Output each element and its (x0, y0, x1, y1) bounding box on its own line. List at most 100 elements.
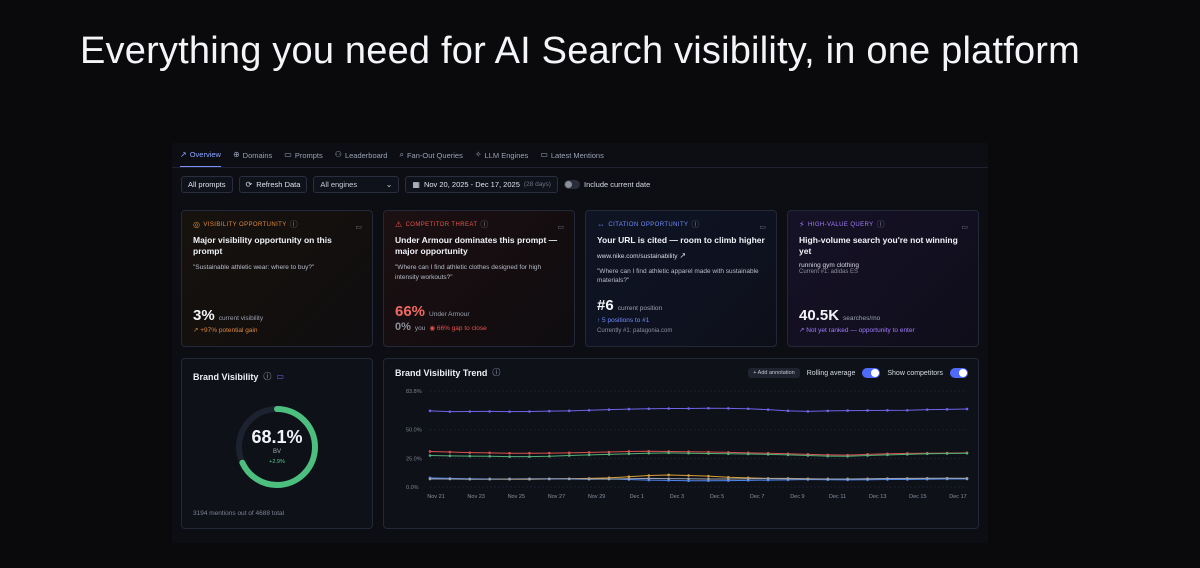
data-point[interactable] (826, 409, 830, 413)
tab-domains[interactable]: ⊕ Domains (233, 143, 272, 167)
data-point[interactable] (627, 450, 631, 453)
data-point[interactable] (607, 408, 611, 411)
data-point[interactable] (488, 477, 491, 481)
data-point[interactable] (508, 410, 511, 413)
series-line-2[interactable] (429, 452, 968, 458)
data-point[interactable] (846, 454, 849, 458)
data-point[interactable] (647, 477, 651, 480)
data-point[interactable] (806, 454, 810, 457)
data-point[interactable] (488, 410, 491, 413)
data-point[interactable] (468, 477, 472, 481)
data-point[interactable] (687, 477, 690, 481)
data-point[interactable] (627, 477, 631, 481)
video-icon[interactable]: ▭ (557, 224, 564, 231)
data-point[interactable] (607, 453, 611, 456)
data-point[interactable] (766, 408, 770, 411)
data-point[interactable] (548, 477, 551, 481)
data-point[interactable] (687, 407, 690, 410)
data-point[interactable] (428, 454, 432, 457)
video-icon[interactable]: ▭ (961, 224, 968, 231)
data-point[interactable] (906, 453, 909, 456)
data-point[interactable] (786, 453, 790, 457)
include-current-toggle[interactable] (563, 180, 580, 189)
data-point[interactable] (428, 477, 432, 481)
data-point[interactable] (945, 476, 949, 480)
data-point[interactable] (428, 450, 432, 453)
data-point[interactable] (925, 452, 929, 456)
data-point[interactable] (667, 477, 670, 480)
tab-overview[interactable]: ↗ Overview (180, 143, 221, 167)
data-point[interactable] (548, 409, 551, 413)
data-point[interactable] (707, 406, 710, 410)
data-point[interactable] (866, 409, 869, 412)
engines-select[interactable]: All engines ⌄ (313, 176, 400, 193)
data-point[interactable] (647, 451, 651, 455)
data-point[interactable] (587, 477, 591, 481)
data-point[interactable] (448, 410, 452, 413)
data-point[interactable] (727, 452, 730, 456)
data-point[interactable] (528, 455, 531, 458)
data-point[interactable] (766, 477, 770, 480)
visibility-opportunity-card[interactable]: ◎ VISIBILITY OPPORTUNITY ⓘ ▭ Major visibil… (181, 210, 373, 347)
data-point[interactable] (607, 477, 611, 481)
data-point[interactable] (667, 407, 670, 410)
data-point[interactable] (567, 409, 571, 413)
series-line-5[interactable] (430, 477, 968, 480)
data-point[interactable] (647, 407, 651, 411)
video-icon[interactable]: ▭ (276, 372, 284, 381)
data-point[interactable] (468, 451, 472, 454)
data-point[interactable] (846, 409, 849, 412)
series-line-0[interactable] (429, 407, 968, 413)
data-point[interactable] (746, 407, 750, 411)
data-point[interactable] (707, 474, 710, 478)
refresh-data-button[interactable]: ⟳ Refresh Data (238, 176, 308, 193)
data-point[interactable] (607, 450, 611, 454)
high-value-query-card[interactable]: ⚡ HIGH-VALUE QUERY ⓘ ▭ High-volume search … (787, 210, 979, 347)
data-point[interactable] (687, 479, 690, 482)
data-point[interactable] (647, 449, 651, 453)
data-point[interactable] (448, 454, 452, 458)
data-point[interactable] (806, 410, 810, 413)
data-point[interactable] (965, 477, 969, 480)
data-point[interactable] (886, 477, 889, 480)
data-point[interactable] (945, 452, 949, 455)
video-icon[interactable]: ▭ (759, 224, 766, 231)
data-point[interactable] (727, 477, 730, 481)
data-point[interactable] (925, 408, 929, 411)
data-point[interactable] (707, 452, 710, 455)
card-url[interactable]: www.nike.com/sustainability ↗ (597, 251, 765, 260)
data-point[interactable] (866, 454, 869, 457)
data-point[interactable] (906, 408, 909, 412)
data-point[interactable] (528, 451, 531, 455)
data-point[interactable] (886, 453, 889, 457)
video-icon[interactable]: ▭ (355, 224, 362, 231)
data-point[interactable] (548, 454, 551, 458)
data-point[interactable] (647, 474, 651, 477)
data-point[interactable] (786, 477, 790, 481)
data-point[interactable] (627, 475, 631, 478)
data-point[interactable] (587, 408, 591, 412)
data-point[interactable] (587, 453, 591, 457)
data-point[interactable] (687, 451, 690, 455)
data-point[interactable] (627, 407, 631, 411)
data-point[interactable] (746, 477, 750, 481)
data-point[interactable] (746, 452, 750, 456)
tab-leaderboard[interactable]: ⚇ Leaderboard (335, 143, 388, 167)
data-point[interactable] (468, 454, 472, 458)
data-point[interactable] (727, 407, 730, 410)
data-point[interactable] (587, 451, 591, 454)
data-point[interactable] (707, 477, 710, 481)
data-point[interactable] (786, 409, 790, 413)
rolling-average-toggle[interactable] (862, 368, 881, 378)
data-point[interactable] (925, 476, 929, 480)
data-point[interactable] (866, 477, 869, 481)
tab-fan-out-queries[interactable]: ⌕ Fan-Out Queries (399, 143, 462, 167)
data-point[interactable] (488, 454, 491, 458)
data-point[interactable] (886, 409, 889, 412)
data-point[interactable] (508, 451, 511, 455)
data-point[interactable] (567, 477, 571, 481)
data-point[interactable] (508, 455, 511, 458)
competitor-threat-card[interactable]: ⚠ COMPETITOR THREAT ⓘ ▭ Under Armour domin… (383, 210, 575, 347)
data-point[interactable] (448, 450, 452, 454)
data-point[interactable] (766, 453, 770, 456)
